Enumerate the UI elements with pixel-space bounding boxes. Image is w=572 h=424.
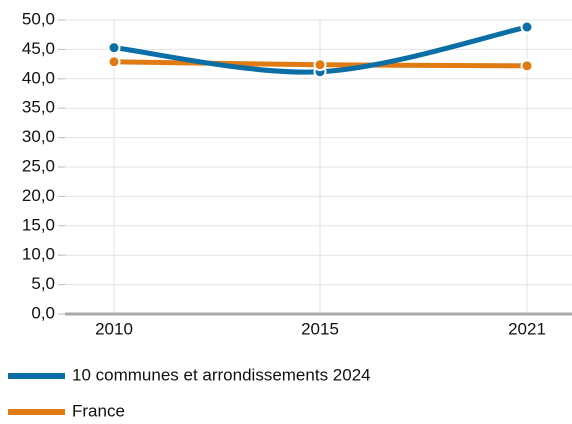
- legend-label: France: [72, 401, 125, 420]
- y-tick-label: 15,0: [22, 215, 55, 234]
- y-tick-label: 30,0: [22, 127, 55, 146]
- y-tick-label: 25,0: [22, 156, 55, 175]
- y-tick-label: 20,0: [22, 186, 55, 205]
- data-point: [313, 58, 327, 72]
- y-tick-label: 40,0: [22, 68, 55, 87]
- legend-label: 10 communes et arrondissements 2024: [72, 365, 371, 384]
- y-tick-label: 45,0: [22, 39, 55, 58]
- x-tick-label: 2010: [95, 319, 133, 338]
- y-tick-label: 5,0: [31, 274, 55, 293]
- data-point: [520, 20, 534, 34]
- y-tick-label: 0,0: [31, 303, 55, 322]
- y-tick-label: 35,0: [22, 98, 55, 117]
- data-point: [520, 59, 534, 73]
- y-tick-label: 50,0: [22, 9, 55, 28]
- data-point: [107, 55, 121, 69]
- data-point: [107, 41, 121, 55]
- x-tick-label: 2021: [508, 319, 546, 338]
- x-tick-label: 2015: [301, 319, 339, 338]
- y-tick-label: 10,0: [22, 245, 55, 264]
